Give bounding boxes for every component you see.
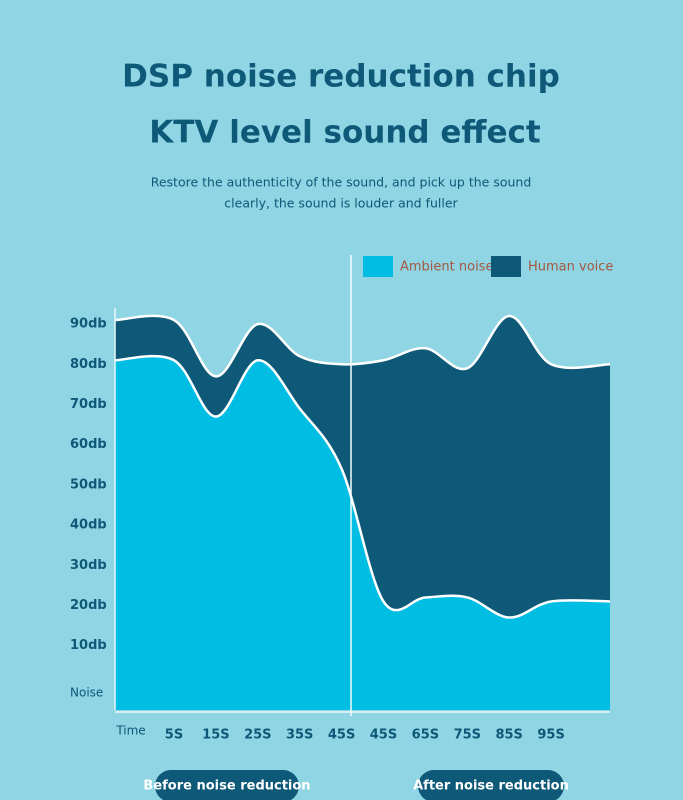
y-tick-label: 70db (70, 397, 107, 412)
x-tick-label: 85S (495, 728, 522, 743)
area (115, 315, 610, 618)
annotation: After noise reduction (413, 779, 569, 794)
legend-label: Ambient noise (400, 260, 493, 275)
y-tick-label: 30db (70, 558, 107, 573)
chart-subtitle: KTV level sound effect (149, 115, 541, 151)
y-tick-label: 40db (70, 518, 107, 533)
annotation: Before noise reduction (143, 779, 310, 794)
plot: Noise 10db 20db 30db 40db 50db 60db 70db 80db 90d… (70, 255, 613, 743)
y-tick-label: 50db (70, 477, 107, 492)
y-tick-label: 20db (70, 598, 107, 613)
x-tick-label: 95S (537, 728, 564, 743)
area-edge (114, 314, 611, 378)
legend-swatch (363, 256, 393, 277)
button[interactable] (155, 770, 299, 800)
x-tick-label: 45S (370, 728, 397, 743)
x-axis-label: Time (115, 724, 145, 738)
button[interactable] (418, 770, 564, 800)
x-tick-label: 65S (412, 728, 439, 743)
y-tick-label: 60db (70, 437, 107, 452)
x-tick-label: 45S (328, 728, 355, 743)
x-tick-label: 15S (202, 728, 229, 743)
y-tick-label: 90db (70, 317, 107, 332)
x-tick-label: 5S (165, 728, 183, 743)
y-tick-label: Noise (70, 685, 103, 699)
x-tick-label: 25S (244, 728, 271, 743)
area (115, 356, 610, 710)
x-tick-label: 35S (286, 728, 313, 743)
chart-title: DSP noise reduction chip (122, 59, 560, 95)
y-tick-label: 80db (70, 357, 107, 372)
description: Restore the authenticity of the sound, a… (151, 175, 532, 190)
legend-label: Human voice (528, 260, 613, 275)
description: clearly, the sound is louder and fuller (224, 196, 458, 211)
x-tick-label: 75S (454, 728, 481, 743)
area-edge (114, 354, 611, 619)
legend-swatch (491, 256, 521, 277)
y-tick-label: 10db (70, 638, 107, 653)
